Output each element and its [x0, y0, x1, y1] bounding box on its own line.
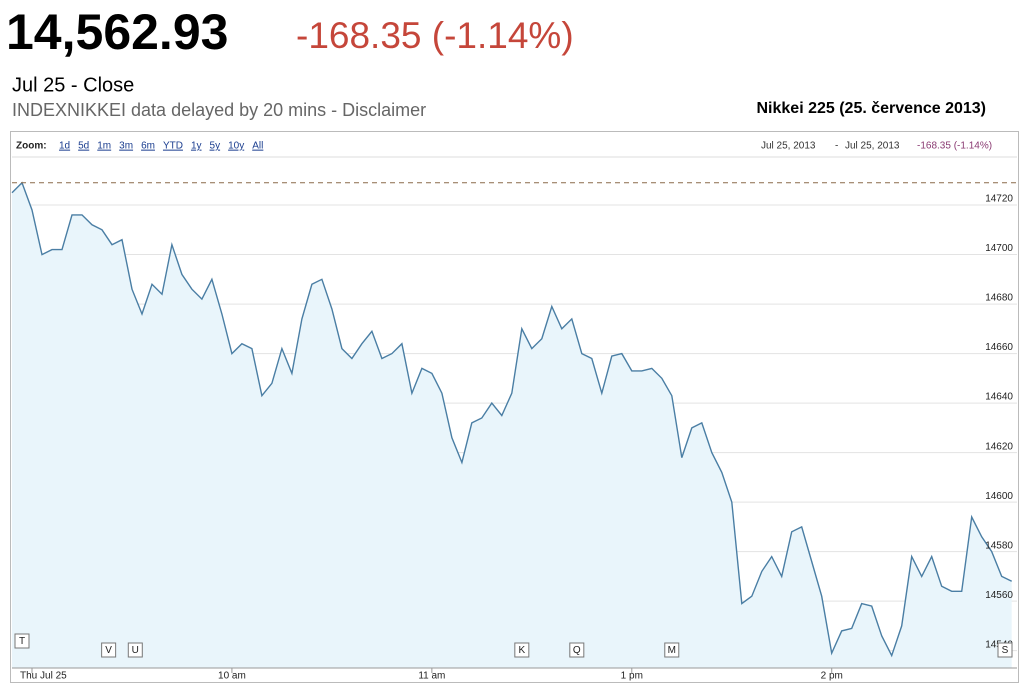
plot: 1454014560145801460014620146401466014680…: [11, 144, 1017, 682]
y-tick-label: 14700: [985, 243, 1013, 254]
price-change: -168.35 (-1.14%): [296, 15, 574, 56]
toolbar: Zoom: Jul 25, 2013 - Jul 25, 2013 -168.3…: [12, 134, 1017, 158]
event-flag-label: K: [518, 645, 525, 656]
line: [11, 181, 1013, 658]
y-tick-label: 14640: [985, 392, 1013, 403]
zoom-label: Zoom:: [16, 141, 47, 152]
zoom-option[interactable]: All: [252, 141, 263, 152]
zoom-option[interactable]: 5d: [78, 141, 89, 152]
x-tick-label: 11 am: [418, 671, 445, 682]
event-flag-label: Q: [573, 645, 581, 656]
zoom-option[interactable]: YTD: [163, 141, 183, 152]
event-flag[interactable]: [14, 633, 30, 649]
chart-title: Nikkei 225 (25. července 2013): [757, 100, 987, 117]
range-separator: -: [835, 141, 838, 152]
event-flag-label: V: [105, 645, 112, 656]
x-tick-label: 2 pm: [821, 671, 843, 682]
y-tick-label: 14560: [985, 590, 1013, 601]
area: [12, 182, 1012, 669]
zoom-option[interactable]: 3m: [119, 141, 133, 152]
y-tick-label: 14580: [985, 540, 1013, 551]
event-flag[interactable]: [997, 642, 1013, 658]
y-tick-label: 14660: [985, 342, 1013, 353]
event-flag[interactable]: [127, 642, 143, 658]
x-tick-label: 1 pm: [621, 671, 643, 682]
event-flag-label: U: [132, 645, 139, 656]
zoom-option[interactable]: 1d: [59, 141, 70, 152]
zoom-option[interactable]: 1m: [97, 141, 111, 152]
zoom-option[interactable]: 5y: [210, 141, 221, 152]
x-tick-label: 10 am: [218, 671, 246, 682]
x-tick-label: Thu Jul 25: [20, 671, 67, 682]
event-flag[interactable]: [569, 642, 585, 658]
close-date: Jul 25 - Close: [12, 74, 134, 96]
event-flag[interactable]: [101, 642, 117, 658]
toolbar-bg: [12, 134, 1017, 156]
event-flag[interactable]: [664, 642, 680, 658]
range-start: Jul 25, 2013: [761, 141, 816, 152]
event-flag-label: T: [19, 636, 25, 647]
zoom-option[interactable]: 1y: [191, 141, 202, 152]
y-tick-label: 14620: [985, 441, 1013, 452]
y-tick-label: 14600: [985, 491, 1013, 502]
y-tick-label: 14720: [985, 194, 1013, 205]
range-end: Jul 25, 2013: [845, 141, 900, 152]
disclaimer: INDEXNIKKEI data delayed by 20 mins - Di…: [12, 100, 426, 120]
zoom-option[interactable]: 10y: [228, 141, 244, 152]
event-flag-label: M: [668, 645, 676, 656]
price: 14,562.93: [6, 4, 228, 60]
event-flag[interactable]: [514, 642, 530, 658]
range-change: -168.35 (-1.14%): [917, 141, 992, 152]
y-tick-label: 14680: [985, 293, 1013, 304]
event-flag-label: S: [1002, 645, 1009, 656]
zoom-option[interactable]: 6m: [141, 141, 155, 152]
